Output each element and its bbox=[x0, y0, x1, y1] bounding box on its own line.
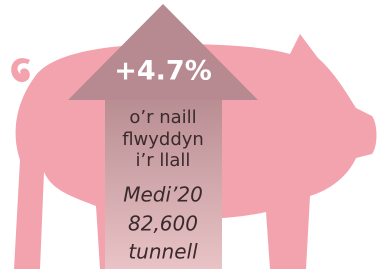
caption-line: flwyddyn bbox=[122, 129, 204, 150]
amount: 82,600 bbox=[128, 212, 198, 236]
infographic: +4.7% o’r naill flwyddyn i’r llall Medi’… bbox=[0, 0, 377, 269]
page: {"infographic": {"change": "+4.7%", "cap… bbox=[0, 0, 377, 269]
period: Medi’20 bbox=[123, 183, 203, 207]
caption-line: i’r llall bbox=[136, 150, 191, 171]
caption-line: o’r naill bbox=[129, 107, 196, 128]
unit: tunnell bbox=[128, 240, 198, 264]
change-value: +4.7% bbox=[114, 56, 212, 87]
